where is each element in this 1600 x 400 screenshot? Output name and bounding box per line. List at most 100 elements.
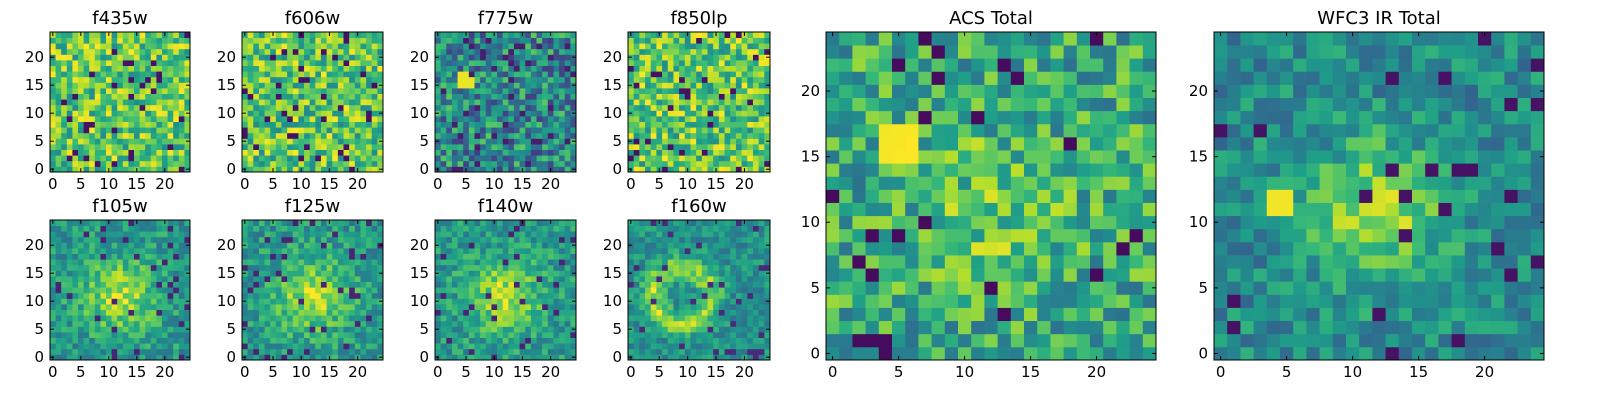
heatmap-cell (264, 304, 271, 310)
heatmap-cell (656, 315, 663, 322)
heatmap-cell (559, 337, 566, 344)
heatmap-cell (253, 337, 260, 344)
heatmap-cell (150, 298, 157, 305)
heatmap-cell (173, 48, 180, 55)
heatmap-cell (258, 32, 265, 38)
heatmap-cell (83, 276, 90, 282)
heatmap-cell (128, 332, 135, 338)
heatmap-cell (639, 43, 646, 50)
heatmap-cell (326, 43, 333, 50)
heatmap-cell (508, 138, 515, 145)
heatmap-cell (150, 43, 157, 50)
heatmap-cell (525, 231, 532, 238)
heatmap-cell (508, 248, 515, 254)
heatmap-cell (162, 54, 168, 61)
heatmap-cell (184, 32, 191, 38)
heatmap-cell (360, 104, 367, 111)
heatmap-cell (106, 326, 112, 333)
heatmap-cell (747, 138, 754, 145)
heatmap-cell (371, 144, 378, 150)
heatmap-cell (145, 138, 152, 145)
heatmap-cell (735, 160, 742, 167)
heatmap-cell (463, 304, 470, 310)
heatmap-cell (89, 132, 96, 139)
heatmap-cell (701, 332, 708, 338)
heatmap-cell (304, 32, 311, 38)
heatmap-cell (178, 264, 185, 271)
heatmap-cell (178, 242, 185, 249)
heatmap-cell (156, 220, 163, 226)
heatmap-cell (747, 287, 754, 294)
heatmap-cell (696, 343, 703, 350)
heatmap-cell (656, 304, 663, 310)
heatmap-cell (440, 292, 447, 299)
heatmap-cell (287, 32, 294, 38)
heatmap-cell (275, 309, 282, 316)
heatmap-cell (287, 343, 294, 350)
heatmap-cell (650, 354, 657, 361)
heatmap-cell (360, 54, 367, 61)
heatmap-cell (178, 270, 185, 277)
y-tick-label: 5 (419, 320, 429, 338)
heatmap-cell (320, 32, 327, 38)
heatmap-cell (718, 149, 725, 156)
heatmap-cell (83, 60, 90, 66)
heatmap-cell (446, 132, 453, 139)
heatmap-cell (542, 320, 549, 327)
heatmap-cell (292, 138, 299, 145)
heatmap-cell (696, 48, 703, 55)
heatmap-cell (315, 253, 322, 260)
heatmap-cell (167, 116, 174, 122)
heatmap-cell (61, 259, 68, 266)
heatmap-cell (474, 348, 481, 355)
heatmap-cell (508, 160, 515, 167)
heatmap-cell (451, 155, 458, 162)
heatmap-cell (662, 99, 669, 106)
heatmap-cell (264, 110, 271, 117)
heatmap-cell (167, 132, 174, 139)
heatmap-cell (156, 138, 163, 145)
heatmap-cell (564, 132, 571, 139)
heatmap-cell (451, 82, 458, 89)
heatmap-cell (128, 32, 135, 38)
heatmap-cell (184, 37, 191, 44)
heatmap-cell (764, 104, 771, 111)
heatmap-cell (650, 43, 657, 50)
heatmap-cell (89, 354, 96, 361)
heatmap-cell (730, 160, 737, 167)
heatmap-cell (747, 48, 754, 55)
heatmap-cell (463, 253, 470, 260)
heatmap-cell (167, 104, 174, 111)
heatmap-cell (696, 121, 703, 128)
heatmap-cell (480, 304, 487, 310)
heatmap-cell (570, 225, 577, 232)
heatmap-cell (61, 116, 68, 122)
heatmap-cell (530, 48, 537, 55)
heatmap-cell (366, 88, 373, 94)
heatmap-cell (298, 71, 305, 78)
heatmap-cell (309, 309, 316, 316)
heatmap-cell (349, 71, 356, 78)
heatmap-cell (134, 298, 140, 305)
heatmap-cell (513, 281, 520, 288)
heatmap-cell (117, 304, 124, 310)
heatmap-cell (343, 138, 350, 145)
heatmap-cell (264, 166, 271, 173)
heatmap-cell (332, 298, 339, 305)
heatmap-cell (446, 116, 453, 122)
heatmap-cell (474, 315, 481, 322)
heatmap-cell (55, 242, 62, 249)
heatmap-cell (468, 270, 475, 277)
heatmap-cell (253, 225, 260, 232)
heatmap-cell (536, 144, 543, 150)
heatmap-cell (502, 225, 509, 232)
heatmap-cell (730, 298, 737, 305)
heatmap-cell (349, 144, 356, 150)
heatmap-cell (468, 43, 475, 50)
heatmap-cell (156, 43, 163, 50)
heatmap-cell (281, 88, 288, 94)
heatmap-cell (337, 287, 344, 294)
heatmap-cell (497, 116, 504, 122)
heatmap-cell (628, 71, 635, 78)
heatmap-cell (94, 348, 101, 355)
